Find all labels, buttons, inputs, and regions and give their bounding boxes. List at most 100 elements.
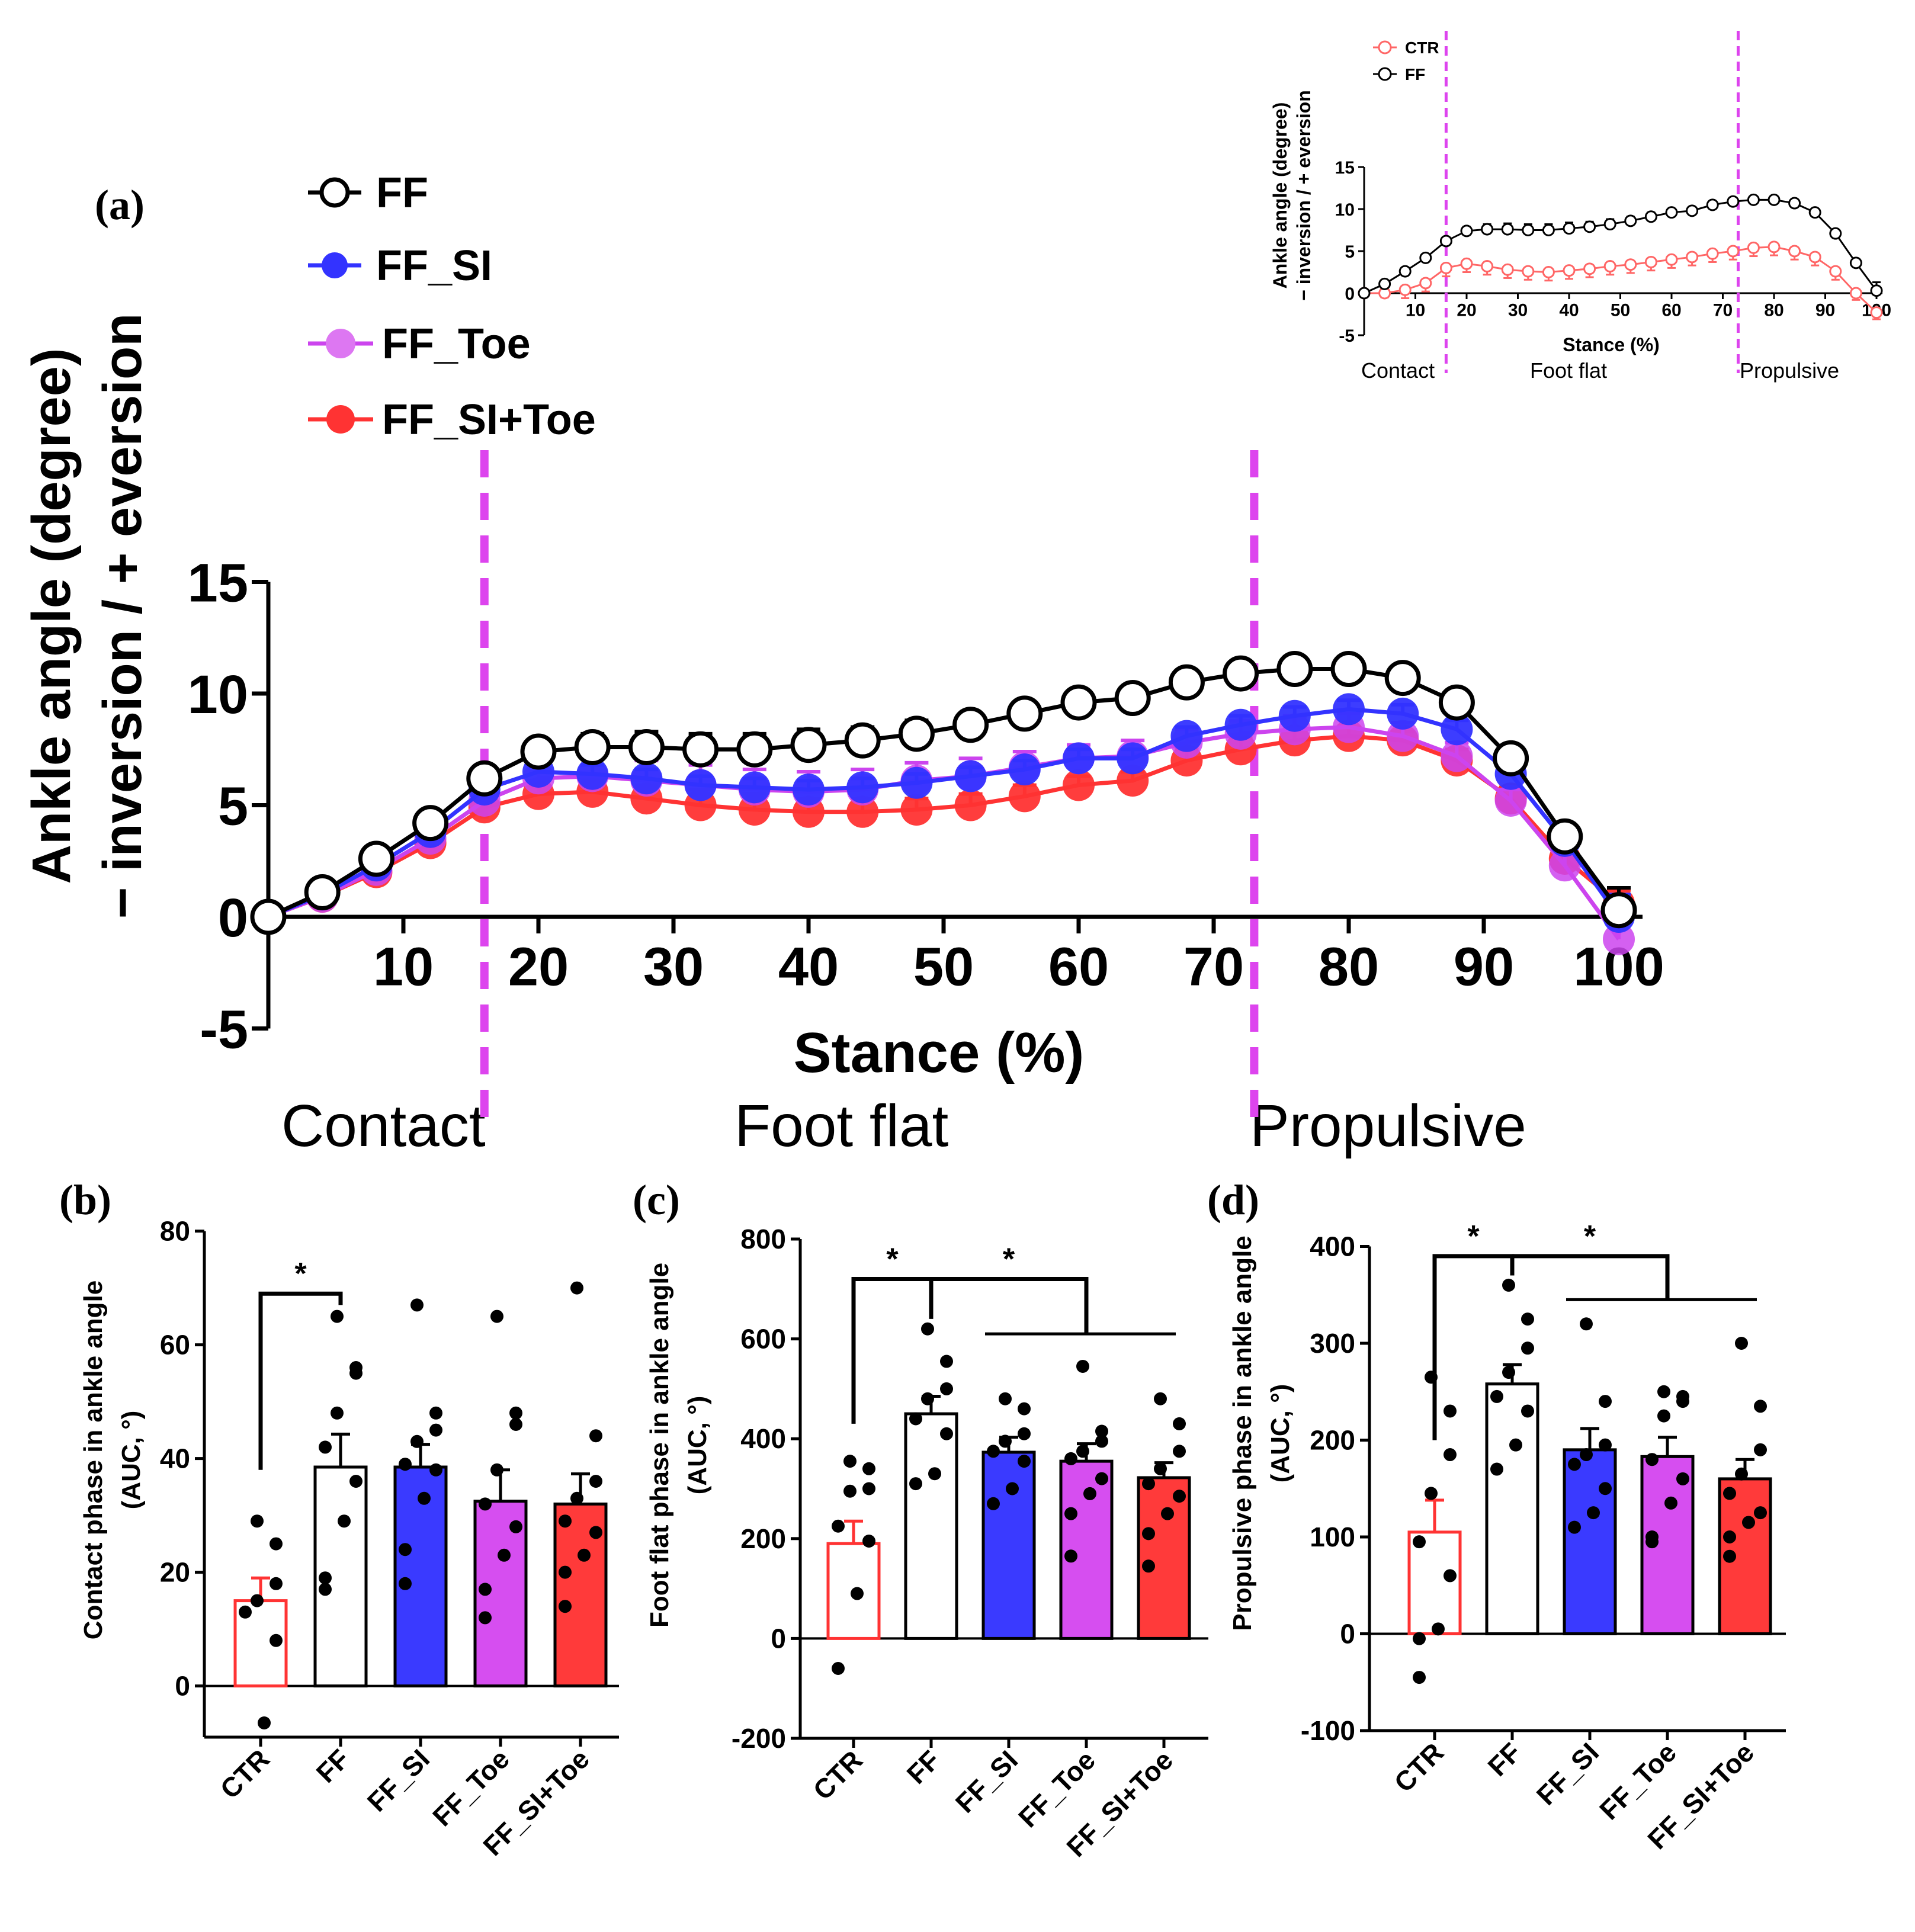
c-data-point-ff-si-plus-toe	[1154, 1392, 1167, 1405]
c-data-point-ctr	[832, 1519, 845, 1533]
legend-label-ff-si: FF_SI	[376, 242, 492, 290]
b-significance-label: *	[294, 1257, 307, 1291]
a-point-ff	[1114, 680, 1151, 717]
d-y-axis-label-line2: (AUC, °)	[1266, 1384, 1295, 1483]
c-y-axis-label-line2: (AUC, °)	[683, 1396, 712, 1495]
inset-y-tick-label: 10	[1335, 200, 1355, 220]
legend-label-ff: FF	[376, 169, 428, 217]
panel-label-a: (a)	[95, 181, 145, 229]
d-data-point-ff-toe	[1645, 1535, 1659, 1549]
d-data-point-ctr	[1444, 1448, 1457, 1462]
a-point-ff	[412, 805, 449, 842]
c-data-point-ff-si-plus-toe	[1173, 1417, 1186, 1430]
c-significance-bracket	[851, 1276, 934, 1424]
b-y-tick-label: 40	[160, 1443, 190, 1474]
inset-point-ff	[1398, 265, 1412, 278]
legend: FF FF_SI FF_Toe FF_SI+Toe	[308, 169, 596, 444]
inset-x-tick-label: 60	[1661, 301, 1681, 320]
c-y-tick-label: 800	[740, 1224, 786, 1254]
d-data-point-ff-si	[1568, 1520, 1581, 1534]
b-data-point-ff	[338, 1514, 351, 1528]
c-data-point-ctr	[843, 1484, 857, 1498]
a-point-ff-si	[1278, 699, 1311, 732]
a-point-ff-si	[793, 774, 825, 806]
inset-point-ctr	[1501, 263, 1514, 276]
a-point-ff-si-plus-toe	[1008, 780, 1041, 813]
d-data-point-ff-si	[1599, 1438, 1612, 1452]
a-point-ff	[1060, 684, 1097, 721]
d-data-point-ctr	[1425, 1487, 1438, 1500]
c-data-point-ff-si-plus-toe	[1173, 1490, 1186, 1503]
inset-point-ctr	[1624, 258, 1637, 271]
d-data-point-ff-si-plus-toe	[1754, 1506, 1767, 1520]
d-data-point-ff	[1490, 1462, 1503, 1476]
d-data-point-ff-si-plus-toe	[1754, 1400, 1767, 1413]
inset-x-axis-label: Stance (%)	[1563, 334, 1660, 355]
inset-point-ctr	[1563, 264, 1576, 277]
b-data-point-ff-si-plus-toe	[589, 1526, 602, 1539]
c-data-point-ff-si-plus-toe	[1142, 1477, 1155, 1491]
a-point-ff-toe	[1548, 849, 1581, 882]
c-data-point-ff-si-plus-toe	[1142, 1559, 1155, 1573]
d-data-point-ff-toe	[1657, 1385, 1670, 1398]
b-data-point-ctr	[251, 1594, 264, 1607]
inset-point-ctr	[1583, 262, 1596, 275]
b-data-point-ff-toe	[509, 1520, 522, 1533]
a-point-ff-si	[1333, 693, 1365, 726]
a-x-tick-label: 30	[643, 936, 704, 997]
b-data-point-ff-si-plus-toe	[570, 1491, 583, 1505]
a-point-ff	[682, 731, 719, 768]
b-data-point-ff-si-plus-toe	[589, 1475, 602, 1488]
b-data-point-ff-si	[429, 1423, 442, 1437]
a-point-ff	[1330, 651, 1367, 688]
b-data-point-ff	[331, 1406, 344, 1420]
c-bar-ff-toe	[1059, 1459, 1114, 1640]
a-point-ff-si	[1117, 742, 1149, 775]
a-y-tick-label: 5	[218, 776, 248, 837]
b-data-point-ff	[319, 1440, 332, 1454]
d-y-tick-label: 200	[1310, 1425, 1355, 1456]
c-data-point-ff-toe	[1076, 1359, 1089, 1373]
d-data-point-ff	[1490, 1389, 1503, 1403]
c-data-point-ff-toe	[1064, 1507, 1077, 1520]
c-data-point-ff-toe	[1076, 1445, 1089, 1458]
inset-y-axis-label-line1: Ankle angle (degree)	[1269, 102, 1291, 289]
a-point-ff-si	[1441, 713, 1473, 746]
b-y-tick-label: 60	[160, 1330, 190, 1360]
a-point-ff-si	[1387, 697, 1419, 730]
d-y-axis-label-line1: Propulsive phase in ankle angle	[1228, 1235, 1257, 1631]
b-data-point-ctr	[251, 1514, 264, 1528]
legend-ff-toe: FF_Toe	[308, 320, 531, 368]
d-y-tick-label: 400	[1310, 1231, 1355, 1262]
d-category-label-ctr: CTR	[1388, 1737, 1449, 1798]
c-data-point-ff-si-plus-toe	[1154, 1462, 1167, 1475]
inset-point-ff	[1439, 235, 1452, 248]
a-point-ff-si-plus-toe	[954, 789, 987, 821]
c-data-point-ff	[921, 1392, 934, 1405]
phase-label-propulsive: Propulsive	[1250, 1093, 1526, 1159]
panel-label-d: (d)	[1207, 1176, 1259, 1224]
c-data-point-ff-si	[1018, 1402, 1031, 1416]
c-data-point-ff-toe	[1095, 1434, 1108, 1448]
y-axis-label-line1: Ankle angle (degree)	[21, 348, 82, 884]
c-significance-bracket	[931, 1276, 1089, 1334]
d-significance-bracket	[1512, 1254, 1670, 1300]
b-data-point-ff-si-plus-toe	[589, 1429, 602, 1443]
c-data-point-ff	[921, 1322, 934, 1336]
d-data-point-ff-toe	[1657, 1409, 1670, 1423]
c-data-point-ff-si	[1018, 1427, 1031, 1440]
inset-x-tick-label: 90	[1815, 301, 1835, 320]
inset-point-ff	[1563, 222, 1576, 235]
d-data-point-ff-si	[1587, 1506, 1600, 1520]
a-point-ff	[1223, 655, 1259, 692]
d-data-point-ff	[1521, 1312, 1534, 1326]
inset-point-ff	[1481, 223, 1494, 236]
c-data-point-ctr	[862, 1482, 875, 1495]
y-axis-label-line2: − inversion / + eversion	[92, 313, 153, 919]
b-data-point-ctr	[258, 1716, 271, 1729]
b-data-point-ff-toe	[490, 1310, 503, 1323]
